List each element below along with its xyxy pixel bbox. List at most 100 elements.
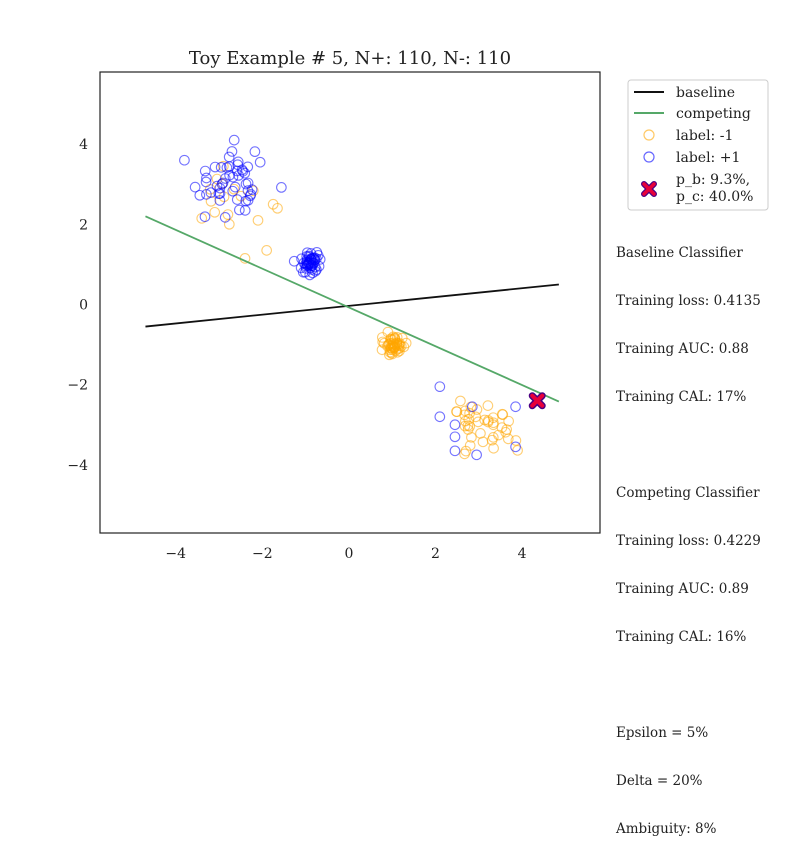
plot-frame [99, 71, 601, 534]
negative-point [228, 183, 240, 195]
positive-point [449, 431, 461, 443]
positive-point [240, 178, 252, 190]
positive-point [219, 211, 231, 223]
data-points [179, 134, 523, 461]
positive-point [449, 445, 461, 457]
negative-point [459, 420, 471, 432]
positive-point [299, 266, 311, 278]
positive-point [221, 162, 233, 173]
negative-point [493, 429, 504, 441]
info-line: Training loss: 0.4229 [616, 533, 761, 549]
negative-point [222, 209, 234, 220]
x-tick-label: 4 [518, 546, 527, 562]
positive-point [288, 255, 300, 267]
legend-competing-label: competing [676, 106, 751, 122]
positive-point [242, 161, 254, 173]
classifier-stats-panel: Baseline Classifier Training loss: 0.413… [616, 213, 761, 853]
positive-point [227, 185, 239, 197]
classifier-lines [145, 215, 560, 403]
info-line: Training loss: 0.4135 [616, 293, 761, 309]
info-line: Competing Classifier [616, 485, 760, 501]
positive-point [226, 146, 238, 157]
negative-point [482, 400, 494, 411]
y-tick-label: 0 [79, 298, 88, 314]
positive-point [214, 195, 226, 206]
y-tick-label: 4 [79, 137, 88, 153]
negative-point [501, 424, 513, 435]
positive-point [239, 167, 251, 179]
info-line: Training AUC: 0.88 [616, 341, 749, 357]
negative-point [252, 214, 264, 226]
positive-point [449, 419, 461, 431]
negative-point [261, 245, 273, 256]
legend-negative-label: label: -1 [676, 128, 733, 144]
positive-point [276, 182, 287, 193]
positive-point [471, 449, 482, 461]
negative-point [376, 332, 388, 343]
y-tick-label: −2 [67, 378, 88, 394]
negative-point [477, 436, 489, 448]
negative-point [482, 415, 494, 426]
legend-marker-swatch [642, 182, 656, 196]
info-line: Delta = 20% [616, 773, 703, 789]
positive-point [219, 173, 231, 184]
negative-point [466, 431, 477, 443]
legend-marker-label-pc: p_c: 40.0% [676, 189, 753, 205]
baseline-line [145, 283, 559, 328]
negative-point [459, 448, 470, 460]
positive-point [242, 185, 254, 196]
positive-point [201, 172, 212, 184]
negative-point [503, 415, 514, 427]
negative-point [223, 218, 235, 230]
positive-point [249, 146, 261, 158]
negative-point [512, 444, 523, 456]
negative-point [510, 435, 522, 446]
positive-point [307, 260, 318, 271]
positive-point [194, 189, 206, 201]
positive-point [209, 161, 221, 173]
positive-point [199, 165, 211, 177]
x-tick-label: 2 [431, 546, 440, 562]
negative-point [479, 414, 491, 426]
x-tick-label: −4 [165, 546, 186, 562]
negative-point [377, 336, 389, 348]
chart-title: Toy Example # 5, N+: 110, N-: 110 [189, 48, 511, 69]
info-line: Training CAL: 17% [616, 389, 747, 405]
negative-point [464, 440, 476, 451]
legend-positive-label: label: +1 [676, 150, 740, 166]
legend: baseline competing label: -1 label: +1 p… [627, 79, 769, 211]
negative-point [455, 395, 466, 407]
y-tick-label: 2 [79, 217, 88, 233]
negative-point [272, 202, 283, 214]
positive-point [239, 205, 251, 216]
highlight-marker [530, 393, 545, 408]
negative-point [396, 332, 408, 344]
negative-point [388, 338, 400, 350]
positive-point [510, 401, 521, 413]
negative-point [496, 408, 508, 420]
positive-point [254, 156, 266, 168]
info-line [616, 437, 761, 453]
positive-point [232, 156, 244, 168]
info-line: Training AUC: 0.89 [616, 581, 749, 597]
negative-point [389, 342, 400, 353]
legend-marker-label-pb: p_b: 9.3%, [676, 172, 750, 188]
legend-positive-swatch [643, 151, 655, 163]
positive-point [214, 182, 226, 194]
positive-point [199, 211, 211, 223]
positive-point [189, 181, 201, 193]
chart: Toy Example # 5, N+: 110, N-: 110 −4 −2 0 2… [67, 48, 769, 562]
positive-point [510, 441, 521, 453]
info-line [616, 677, 761, 693]
positive-point [215, 161, 227, 173]
highlight-marker-layer [528, 392, 546, 410]
info-line: Training CAL: 16% [616, 629, 747, 645]
positive-point [434, 411, 446, 423]
positive-point [234, 204, 245, 216]
positive-point [200, 176, 212, 188]
negative-point [247, 185, 259, 197]
negative-point [451, 406, 462, 417]
negative-point [382, 326, 394, 338]
negative-point [209, 206, 221, 218]
positive-point [466, 401, 478, 413]
